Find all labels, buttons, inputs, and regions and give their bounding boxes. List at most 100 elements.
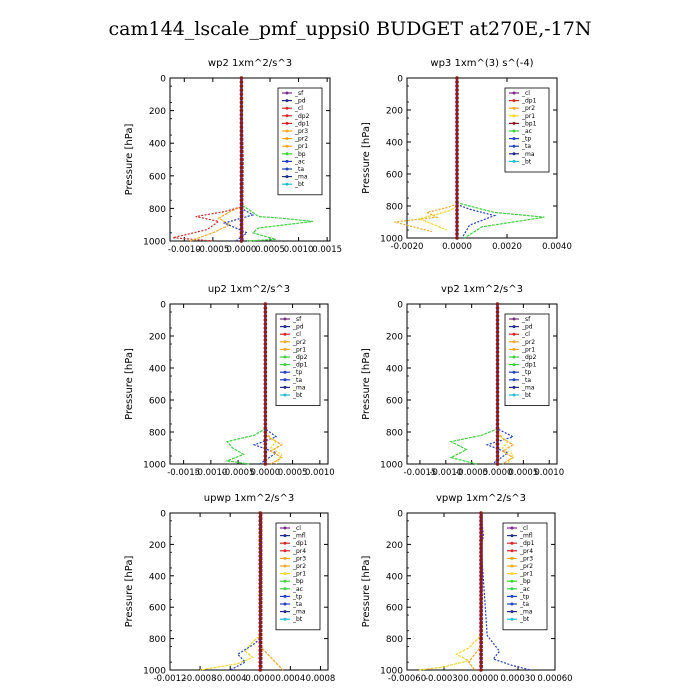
center-marker [455, 116, 459, 120]
center-marker [495, 442, 500, 446]
center-marker [479, 593, 483, 598]
center-marker [479, 566, 483, 570]
center-marker [479, 628, 483, 633]
center-marker [258, 628, 263, 633]
legend-label: _mfl [292, 533, 306, 540]
legend-marker [512, 106, 516, 110]
panel-0: wp2 1xm^2/s^3 Pressure [hPa] 0 200 400 600 800… [124, 58, 342, 255]
center-marker [239, 178, 244, 182]
center-marker [258, 515, 263, 519]
legend-marker [283, 385, 287, 389]
legend-label: _pr2 [292, 339, 306, 346]
panel-title: wp3 1xm^(3) s^(-4) [430, 58, 533, 69]
legend-marker [285, 121, 289, 125]
center-marker [495, 330, 500, 334]
legend-label: _ta [519, 601, 529, 608]
legend-label: _pr2 [521, 105, 535, 112]
legend-label: _bt [521, 392, 532, 399]
y-tick-label: 1000 [380, 235, 403, 245]
legend-marker [510, 617, 514, 621]
x-tick-label: -0.0008 [184, 674, 217, 684]
series-line [222, 78, 255, 242]
legend-marker [283, 332, 287, 336]
center-marker [495, 382, 500, 386]
center-marker [455, 200, 459, 204]
legend-marker [283, 526, 287, 530]
y-tick-label: 600 [386, 604, 403, 614]
legend-marker [283, 602, 287, 606]
legend-label: _ma [521, 151, 535, 158]
center-marker [455, 212, 459, 216]
center-marker [263, 302, 268, 306]
y-tick-label: 200 [149, 541, 166, 551]
legend-label: _tp [292, 369, 302, 376]
center-marker [263, 342, 268, 346]
legend-label: _cl [294, 105, 303, 112]
legend-label: _pd [294, 98, 306, 105]
center-marker [258, 609, 263, 613]
legend-marker [283, 579, 287, 583]
y-tick-label: 0 [160, 75, 166, 85]
center-marker [263, 402, 268, 406]
center-marker [479, 574, 483, 578]
center-marker [263, 430, 268, 434]
y-tick-label: 400 [386, 139, 403, 149]
x-tick-label: 0.0010 [305, 468, 335, 478]
legend-label: _ta [521, 143, 531, 150]
center-marker [258, 668, 263, 672]
legend-marker [283, 317, 287, 321]
center-marker [455, 152, 459, 156]
center-marker [258, 656, 263, 661]
y-tick-label: 600 [386, 397, 403, 407]
legend: _cl_dp1_pr2_pr1_bp1_ac_tp_ta_ma_bt [504, 87, 550, 173]
y-tick-label: 1000 [143, 461, 166, 471]
legend-marker [283, 363, 287, 367]
center-marker [239, 174, 244, 178]
legend-label: _dp2 [294, 113, 310, 120]
center-marker [258, 652, 263, 657]
center-marker [258, 632, 263, 637]
center-marker [455, 184, 459, 188]
legend-marker [512, 385, 516, 389]
legend-marker [283, 587, 287, 591]
legend-marker [512, 347, 516, 351]
legend-marker [285, 137, 289, 141]
legend-label: _ma [294, 174, 308, 181]
center-marker [239, 116, 244, 121]
center-marker [258, 511, 263, 515]
legend-marker [512, 144, 516, 148]
panel-title: up2 1xm^2/s^3 [208, 284, 290, 295]
x-tick-label: 0.0010 [534, 468, 564, 478]
legend-box [504, 313, 550, 406]
legend-marker [283, 572, 287, 576]
legend-label: _pr1 [292, 571, 306, 578]
center-marker [239, 92, 244, 97]
center-marker [263, 370, 268, 374]
center-marker [455, 88, 459, 92]
legend-label: _tp [521, 136, 531, 143]
legend-marker [285, 182, 289, 186]
center-marker [239, 149, 244, 154]
center-marker [455, 216, 459, 220]
legend-marker [285, 114, 289, 118]
center-marker [479, 558, 483, 562]
legend-marker [510, 579, 514, 583]
center-marker [258, 558, 263, 562]
center-marker [258, 601, 263, 606]
x-tick-label: -0.0004 [214, 674, 247, 684]
center-marker [495, 370, 500, 374]
center-marker [479, 621, 483, 625]
y-tick-label: 0 [397, 510, 403, 520]
center-marker [239, 161, 244, 166]
x-tick-label: 0.0005 [509, 468, 539, 478]
center-marker [263, 330, 268, 334]
legend-label: _dp2 [521, 354, 537, 361]
center-marker [258, 574, 263, 578]
center-marker [479, 617, 483, 621]
center-marker [495, 374, 500, 378]
center-marker [263, 438, 268, 442]
center-marker [495, 342, 500, 346]
y-tick-label: 400 [386, 365, 403, 375]
center-marker [239, 84, 244, 88]
plot-frame [406, 303, 558, 465]
